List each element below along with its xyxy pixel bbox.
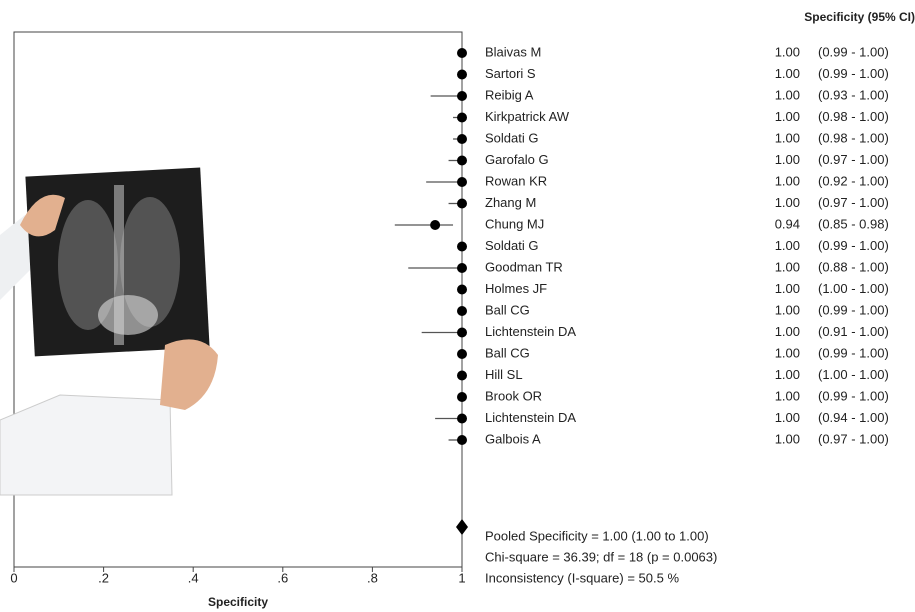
x-tick-label: .8 [367, 570, 378, 585]
point-estimate [457, 177, 467, 187]
estimate-label: 1.00 [775, 173, 800, 188]
study-name: Blaivas M [485, 44, 541, 59]
point-estimate [457, 198, 467, 209]
ci-label: (0.98 - 1.00) [818, 130, 889, 145]
study-name: Holmes JF [485, 281, 547, 296]
x-tick-label: 1 [458, 570, 465, 585]
ci-label: (0.94 - 1.00) [818, 410, 889, 425]
ci-label: (0.97 - 1.00) [818, 195, 889, 210]
heterogeneity-stat: Chi-square = 36.39; df = 18 (p = 0.0063) [485, 549, 717, 564]
ci-label: (0.93 - 1.00) [818, 87, 889, 102]
point-estimate [457, 263, 467, 273]
estimate-label: 1.00 [775, 388, 800, 403]
estimate-label: 1.00 [775, 410, 800, 425]
ci-label: (0.97 - 1.00) [818, 152, 889, 167]
estimate-label: 1.00 [775, 259, 800, 274]
study-name: Chung MJ [485, 216, 544, 231]
ci-label: (0.99 - 1.00) [818, 44, 889, 59]
point-estimate [457, 91, 467, 101]
ci-label: (0.99 - 1.00) [818, 388, 889, 403]
estimate-label: 1.00 [775, 431, 800, 446]
x-tick-label: 0 [10, 570, 17, 585]
estimate-label: 1.00 [775, 87, 800, 102]
study-name: Brook OR [485, 388, 542, 403]
study-name: Lichtenstein DA [485, 324, 576, 339]
column-header: Specificity (95% CI) [804, 10, 915, 24]
estimate-label: 1.00 [775, 238, 800, 253]
estimate-label: 0.94 [775, 216, 800, 231]
study-name: Goodman TR [485, 259, 563, 274]
xray-photo [0, 167, 218, 496]
point-estimate [457, 349, 467, 359]
estimate-label: 1.00 [775, 281, 800, 296]
ci-label: (0.99 - 1.00) [818, 66, 889, 81]
point-estimate [457, 435, 467, 445]
study-name: Galbois A [485, 431, 541, 446]
estimate-label: 1.00 [775, 324, 800, 339]
x-tick-label: .4 [188, 570, 199, 585]
estimate-label: 1.00 [775, 66, 800, 81]
ci-label: (0.99 - 1.00) [818, 345, 889, 360]
x-tick-label: .2 [98, 570, 109, 585]
study-name: Zhang M [485, 195, 536, 210]
ci-label: (1.00 - 1.00) [818, 367, 889, 382]
ci-label: (0.99 - 1.00) [818, 238, 889, 253]
point-estimate [457, 370, 467, 381]
study-name: Garofalo G [485, 152, 549, 167]
point-estimate [457, 284, 467, 295]
ci-label: (0.91 - 1.00) [818, 324, 889, 339]
ci-label: (0.97 - 1.00) [818, 431, 889, 446]
ci-label: (0.92 - 1.00) [818, 173, 889, 188]
point-estimate [457, 112, 467, 123]
ci-label: (0.85 - 0.98) [818, 216, 889, 231]
heterogeneity-stat: Inconsistency (I-square) = 50.5 % [485, 570, 679, 585]
x-tick-label: .6 [277, 570, 288, 585]
ci-label: (0.88 - 1.00) [818, 259, 889, 274]
study-name: Ball CG [485, 345, 530, 360]
study-name: Soldati G [485, 130, 538, 145]
ci-label: (1.00 - 1.00) [818, 281, 889, 296]
study-name: Sartori S [485, 66, 536, 81]
ci-label: (0.99 - 1.00) [818, 302, 889, 317]
point-estimate [457, 241, 467, 252]
study-name: Kirkpatrick AW [485, 109, 570, 124]
point-estimate [457, 413, 467, 424]
estimate-label: 1.00 [775, 195, 800, 210]
estimate-label: 1.00 [775, 152, 800, 167]
estimate-label: 1.00 [775, 345, 800, 360]
point-estimate [457, 48, 467, 58]
estimate-label: 1.00 [775, 109, 800, 124]
study-name: Hill SL [485, 367, 523, 382]
ci-label: (0.98 - 1.00) [818, 109, 889, 124]
point-estimate [457, 306, 467, 316]
point-estimate [430, 220, 441, 230]
study-name: Reibig A [485, 87, 534, 102]
study-name: Ball CG [485, 302, 530, 317]
estimate-label: 1.00 [775, 302, 800, 317]
point-estimate [457, 69, 467, 80]
point-estimate [457, 134, 467, 144]
pooled-summary: Pooled Specificity = 1.00 (1.00 to 1.00) [485, 528, 709, 543]
study-name: Lichtenstein DA [485, 410, 576, 425]
study-name: Rowan KR [485, 173, 547, 188]
estimate-label: 1.00 [775, 130, 800, 145]
pooled-diamond [456, 519, 468, 535]
point-estimate [457, 155, 467, 166]
point-estimate [457, 327, 467, 338]
estimate-label: 1.00 [775, 44, 800, 59]
estimate-label: 1.00 [775, 367, 800, 382]
x-axis-label: Specificity [208, 595, 268, 609]
study-name: Soldati G [485, 238, 538, 253]
point-estimate [457, 392, 467, 402]
